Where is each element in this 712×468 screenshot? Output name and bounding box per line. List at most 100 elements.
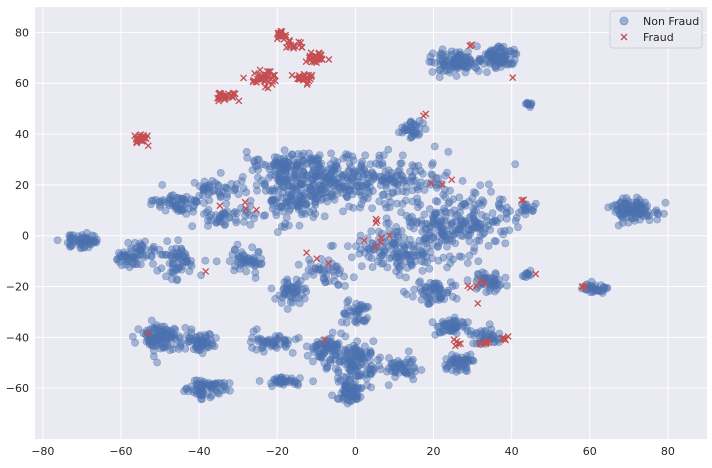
non-fraud-point <box>293 161 301 169</box>
non-fraud-point <box>258 160 267 169</box>
non-fraud-point <box>382 184 391 193</box>
non-fraud-point <box>426 294 434 303</box>
non-fraud-point <box>283 275 292 284</box>
non-fraud-point <box>349 156 358 165</box>
non-fraud-point <box>147 316 156 325</box>
non-fraud-point <box>170 259 178 268</box>
non-fraud-point <box>295 221 304 230</box>
non-fraud-point <box>361 151 370 160</box>
non-fraud-point <box>315 265 324 274</box>
non-fraud-point <box>273 160 282 169</box>
x-tick-label: −80 <box>31 445 54 458</box>
x-tick-label: −20 <box>266 445 289 458</box>
non-fraud-point <box>295 299 304 308</box>
non-fraud-point <box>174 236 183 244</box>
non-fraud-point <box>438 230 447 239</box>
non-fraud-point <box>138 241 146 249</box>
non-fraud-point <box>287 282 296 291</box>
non-fraud-point <box>458 177 467 185</box>
non-fraud-point <box>299 149 308 158</box>
non-fraud-point <box>485 273 493 282</box>
non-fraud-point <box>343 242 352 250</box>
non-fraud-point <box>469 339 478 348</box>
non-fraud-point <box>420 210 429 219</box>
non-fraud-point <box>413 203 422 212</box>
non-fraud-point <box>150 247 159 256</box>
non-fraud-point <box>303 351 312 360</box>
non-fraud-point <box>344 390 353 399</box>
non-fraud-point <box>498 195 507 204</box>
non-fraud-point <box>277 373 286 382</box>
non-fraud-point <box>308 357 317 366</box>
non-fraud-point <box>435 281 444 290</box>
non-fraud-point <box>131 338 139 347</box>
non-fraud-point <box>363 234 372 242</box>
non-fraud-point <box>416 284 425 293</box>
y-tick-label: −20 <box>6 281 29 294</box>
non-fraud-point <box>368 365 377 374</box>
non-fraud-point <box>425 264 434 273</box>
non-fraud-point <box>411 176 419 185</box>
non-fraud-point <box>336 352 345 361</box>
non-fraud-point <box>384 381 393 390</box>
non-fraud-point <box>219 208 228 217</box>
non-fraud-point <box>340 182 348 191</box>
non-fraud-point <box>270 153 279 161</box>
non-fraud-point <box>428 159 437 167</box>
non-fraud-point <box>290 380 299 388</box>
non-fraud-point <box>124 238 133 247</box>
non-fraud-point <box>505 226 514 235</box>
non-fraud-point <box>408 197 417 206</box>
non-fraud-point <box>360 248 369 257</box>
non-fraud-point <box>161 206 170 215</box>
non-fraud-point <box>326 355 335 364</box>
y-tick-label: 60 <box>15 77 29 90</box>
non-fraud-point <box>463 276 472 284</box>
non-fraud-point <box>385 254 394 263</box>
non-fraud-point <box>463 259 472 267</box>
non-fraud-point <box>645 216 654 225</box>
non-fraud-point <box>441 236 450 245</box>
non-fraud-point <box>340 309 348 318</box>
non-fraud-point <box>153 266 162 275</box>
non-fraud-point <box>465 251 474 260</box>
non-fraud-point <box>360 193 369 202</box>
non-fraud-point <box>339 207 347 216</box>
non-fraud-point <box>453 210 462 219</box>
non-fraud-point <box>315 186 323 194</box>
non-fraud-point <box>83 237 91 245</box>
non-fraud-point <box>474 257 483 266</box>
non-fraud-point <box>218 209 227 218</box>
non-fraud-point <box>436 220 445 229</box>
non-fraud-point <box>587 282 595 290</box>
non-fraud-point <box>212 257 221 266</box>
non-fraud-point <box>265 165 274 174</box>
non-fraud-point <box>415 251 423 260</box>
non-fraud-point <box>409 120 418 128</box>
non-fraud-point <box>333 164 342 172</box>
non-fraud-point <box>367 383 375 392</box>
non-fraud-point <box>415 236 424 245</box>
non-fraud-point <box>482 212 491 221</box>
non-fraud-point <box>171 265 180 274</box>
non-fraud-point <box>289 173 298 182</box>
non-fraud-point <box>239 184 248 192</box>
non-fraud-point <box>195 380 204 389</box>
non-fraud-point <box>415 278 423 287</box>
legend-fraud-label: Fraud <box>643 31 674 44</box>
non-fraud-point <box>140 253 148 262</box>
non-fraud-point <box>379 190 388 199</box>
x-tick-label: −40 <box>187 445 210 458</box>
legend-non-fraud-marker <box>619 16 629 26</box>
non-fraud-point <box>76 244 85 253</box>
non-fraud-point <box>344 396 353 405</box>
non-fraud-point <box>368 204 376 213</box>
non-fraud-point <box>488 273 496 282</box>
non-fraud-point <box>343 381 352 390</box>
x-tick-label: 0 <box>352 445 359 458</box>
non-fraud-point <box>222 183 230 192</box>
non-fraud-point <box>428 161 436 169</box>
non-fraud-point <box>384 145 393 154</box>
non-fraud-point <box>181 344 190 353</box>
non-fraud-point <box>327 242 335 250</box>
